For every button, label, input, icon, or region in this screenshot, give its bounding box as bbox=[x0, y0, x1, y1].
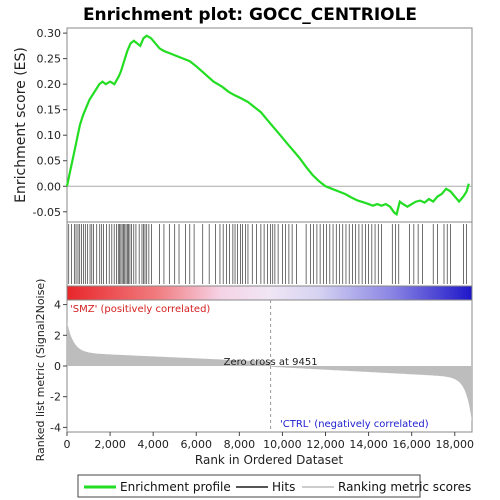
es-y-tick-label: 0.10 bbox=[37, 129, 62, 142]
x-tick-label: 6,000 bbox=[181, 438, 213, 451]
metric-y-tick-label: 0 bbox=[54, 360, 61, 373]
es-y-tick-label: 0.30 bbox=[37, 27, 62, 40]
es-y-tick-label: 0.15 bbox=[37, 104, 62, 117]
x-axis: 0 2,000 4,000 6,000 8,000 10,000 12,000 14,000 1… bbox=[64, 432, 475, 451]
es-y-tick-label: 0.05 bbox=[37, 155, 62, 168]
rank-color-bar bbox=[66, 285, 473, 301]
hits-marks bbox=[68, 224, 467, 284]
legend-profile-label: Enrichment profile bbox=[120, 480, 231, 494]
metric-y-tick-label: -4 bbox=[50, 421, 61, 434]
x-tick-label: 18,000 bbox=[436, 438, 475, 451]
legend: Enrichment profile Hits Ranking metric s… bbox=[77, 474, 471, 498]
positive-label: 'SMZ' (positively correlated) bbox=[70, 304, 210, 315]
es-y-tick-label: -0.05 bbox=[33, 206, 61, 219]
es-y-tick-label: 0.25 bbox=[37, 53, 62, 66]
es-y-label: Enrichment score (ES) bbox=[13, 47, 29, 203]
x-axis-label: Rank in Ordered Dataset bbox=[195, 453, 343, 467]
hits-panel bbox=[66, 221, 473, 287]
x-tick-label: 4,000 bbox=[137, 438, 169, 451]
x-tick-label: 16,000 bbox=[392, 438, 431, 451]
x-tick-label: 14,000 bbox=[349, 438, 388, 451]
x-tick-label: 10,000 bbox=[263, 438, 302, 451]
x-tick-label: 8,000 bbox=[224, 438, 256, 451]
es-y-tick-label: 0.00 bbox=[37, 180, 62, 193]
metric-y-label: Ranked list metric (Signal2Noise) bbox=[34, 279, 47, 462]
es-y-axis: 0.30 0.25 0.20 0.15 0.10 0.05 0.00 -0.05 bbox=[33, 27, 67, 219]
metric-y-axis: 4 2 0 -2 -4 bbox=[50, 299, 67, 434]
x-tick-label: 12,000 bbox=[306, 438, 345, 451]
es-y-tick-label: 0.20 bbox=[37, 78, 62, 91]
metric-y-tick-label: 4 bbox=[54, 299, 61, 312]
x-tick-label: 0 bbox=[64, 438, 71, 451]
ranking-metric-area bbox=[67, 321, 472, 422]
legend-metric-label: Ranking metric scores bbox=[338, 480, 471, 494]
metric-y-tick-label: 2 bbox=[54, 329, 61, 342]
enrichment-profile-line bbox=[65, 34, 470, 217]
negative-label: 'CTRL' (negatively correlated) bbox=[280, 419, 429, 430]
x-tick-label: 2,000 bbox=[94, 438, 126, 451]
legend-hits-label: Hits bbox=[272, 480, 295, 494]
metric-y-tick-label: -2 bbox=[50, 391, 61, 404]
es-panel bbox=[66, 27, 473, 223]
zero-cross-label: Zero cross at 9451 bbox=[224, 357, 318, 368]
chart-title: Enrichment plot: GOCC_CENTRIOLE bbox=[83, 5, 417, 25]
